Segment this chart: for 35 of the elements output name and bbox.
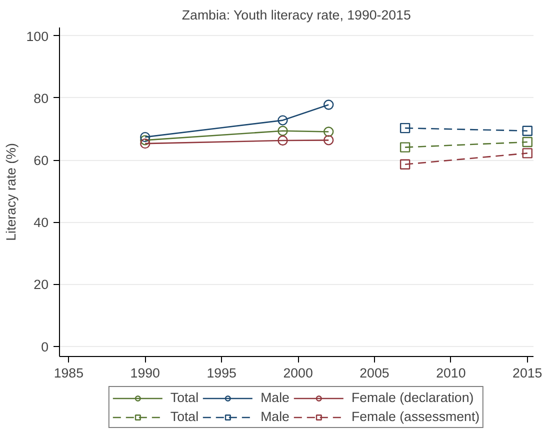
legend-label: Female (declaration): [351, 390, 474, 405]
x-tick-label: 1995: [206, 366, 236, 380]
chart-title: Zambia: Youth literacy rate, 1990-2015: [182, 8, 411, 22]
point: [140, 132, 150, 142]
legend-label: Female (assessment): [351, 409, 480, 424]
y-tick-label: 60: [34, 153, 49, 168]
y-axis-title: Literacy rate (%): [3, 143, 18, 241]
x-tick-label: 2000: [283, 366, 313, 380]
x-tick-label: 1985: [54, 366, 84, 380]
point: [400, 122, 410, 134]
y-tick-label: 100: [26, 28, 49, 44]
point: [324, 126, 334, 137]
point: [522, 148, 532, 158]
y-tick-label: 40: [34, 215, 49, 230]
point: [522, 126, 532, 136]
x-tick-label: 1990: [130, 366, 160, 380]
point: [522, 136, 532, 148]
point: [278, 115, 288, 126]
y-tick-label: 80: [34, 90, 49, 106]
x-tick-label: 2005: [360, 366, 390, 380]
legend-label: Male: [260, 390, 290, 405]
point: [400, 159, 410, 170]
point: [278, 135, 288, 146]
point: [140, 138, 150, 149]
point: [278, 126, 288, 136]
x-tick-label: 2015: [512, 366, 542, 380]
point: [324, 135, 334, 146]
legend-label: Male: [260, 409, 290, 424]
y-tick-label: 0: [41, 339, 49, 354]
legend-label: Total: [170, 409, 199, 424]
x-tick-label: 2010: [436, 366, 466, 380]
point: [324, 100, 334, 110]
legend-label: Total: [170, 390, 199, 405]
point: [400, 142, 410, 152]
y-tick-label: 20: [34, 277, 49, 292]
